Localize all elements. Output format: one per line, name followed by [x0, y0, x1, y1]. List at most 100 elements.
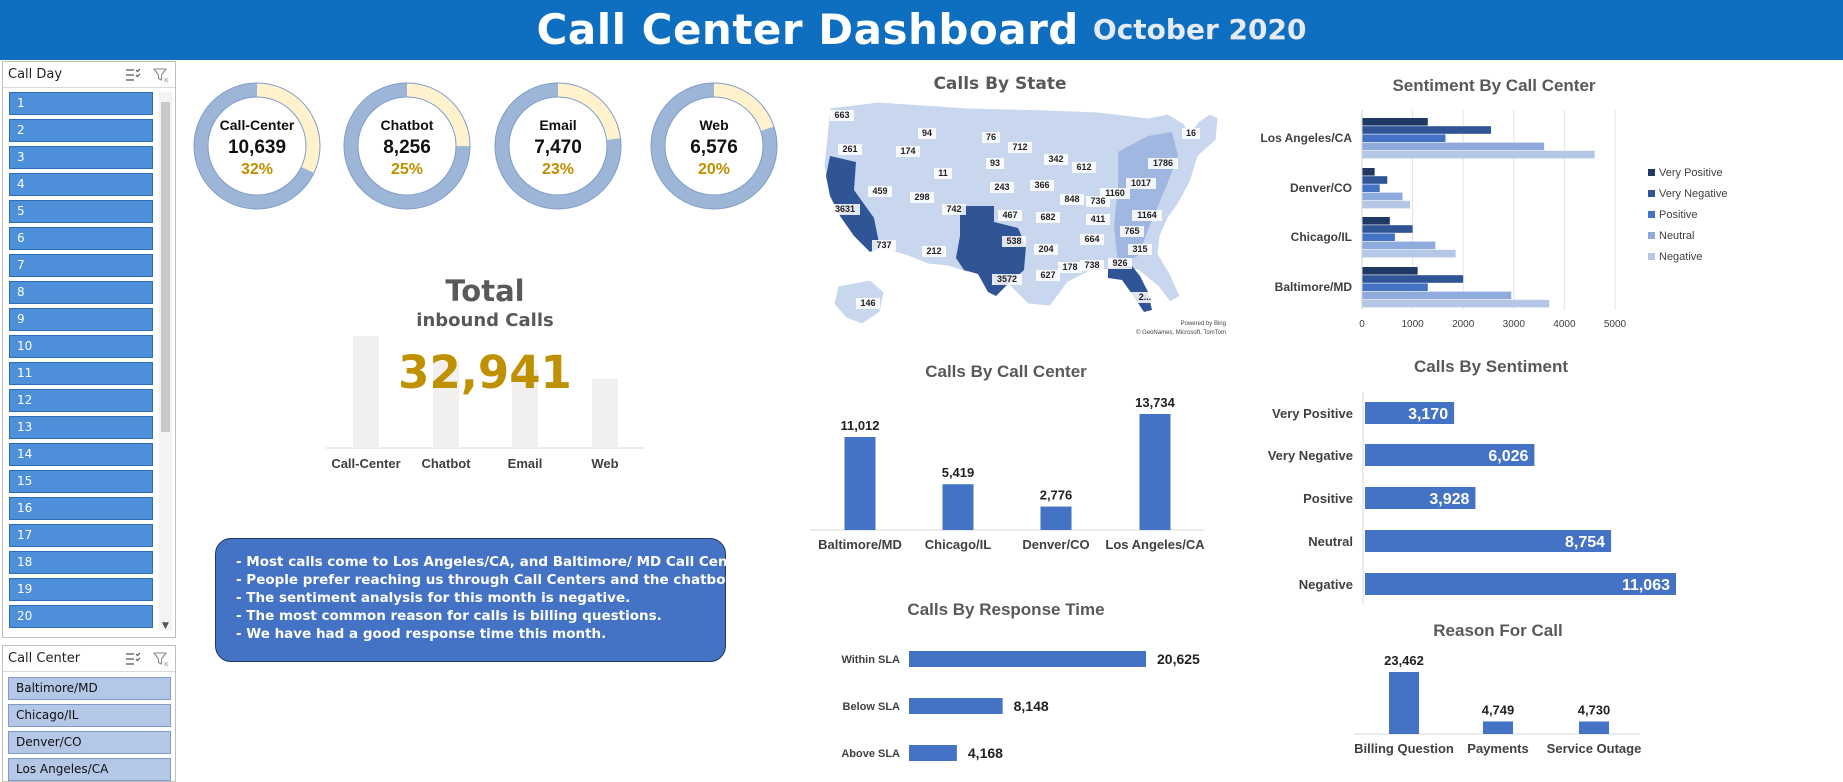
bar — [1365, 530, 1612, 552]
map-label-background — [856, 298, 880, 309]
call-day-item[interactable]: 19 — [9, 578, 153, 601]
map-label-text: 3572 — [997, 274, 1017, 284]
channel-donut: Chatbot 8,256 25% — [342, 81, 472, 211]
bar — [1483, 721, 1513, 734]
call-day-item[interactable]: 1 — [9, 92, 153, 115]
bar — [1362, 192, 1403, 201]
map-state-label: 467 — [998, 210, 1022, 221]
call-day-item[interactable]: 7 — [9, 254, 153, 277]
map-label-background — [1148, 158, 1178, 169]
chart-title: Calls By Call Center — [925, 362, 1087, 381]
map-label-text: 261 — [842, 144, 857, 154]
call-day-item[interactable]: 5 — [9, 200, 153, 223]
call-center-item[interactable]: Los Angeles/CA — [8, 758, 171, 781]
map-label-text: 712 — [1012, 142, 1027, 152]
donut-channel-name: Email — [539, 117, 576, 133]
category-label: Very Negative — [1268, 448, 1353, 463]
category-label: Los Angeles/CA — [1260, 131, 1352, 145]
chart-title: Calls By Sentiment — [1414, 357, 1568, 376]
scrollbar-thumb[interactable] — [161, 102, 170, 432]
channel-bar-label: Email — [508, 456, 543, 470]
category-label: Billing Question — [1354, 741, 1454, 756]
clear-filter-icon[interactable] — [153, 651, 169, 667]
bar — [909, 745, 957, 761]
bar — [1362, 283, 1428, 291]
multi-select-icon[interactable] — [125, 67, 141, 83]
call-day-item[interactable]: 20 — [9, 605, 153, 628]
map-state-label: 742 — [942, 204, 966, 215]
call-day-item[interactable]: 13 — [9, 416, 153, 439]
map-label-text: 538 — [1006, 236, 1021, 246]
bar — [1362, 142, 1545, 151]
call-day-item[interactable]: 3 — [9, 146, 153, 169]
call-center-item[interactable]: Baltimore/MD — [8, 677, 171, 700]
map-label-text: 682 — [1040, 212, 1055, 222]
call-day-item[interactable]: 12 — [9, 389, 153, 412]
total-label: Total — [445, 274, 525, 308]
map-label-background — [1036, 212, 1060, 223]
calls-by-state-map[interactable]: 663 94 76 16 261 174 712 342 1786 11 93 612 3631 459 2… — [818, 96, 1232, 342]
call-day-slicer: Call Day 1 2 3 4 5 6 7 8 9 10 11 12 13 14 15 16 17 18 19 20… — [2, 61, 176, 638]
channel-bar — [433, 361, 459, 448]
map-label-background — [1108, 258, 1132, 269]
donut-channel-value: 7,470 — [534, 137, 582, 158]
bar — [1362, 225, 1413, 233]
bar — [1362, 299, 1550, 308]
map-label-background — [1100, 188, 1130, 199]
donut-channel-name: Call-Center — [220, 117, 295, 133]
call-day-item[interactable]: 11 — [9, 362, 153, 385]
bar — [1365, 573, 1676, 595]
map-label-background — [998, 210, 1022, 221]
channel-bar — [592, 378, 618, 448]
call-day-item[interactable]: 15 — [9, 470, 153, 493]
call-day-item[interactable]: 18 — [9, 551, 153, 574]
donut-outline — [193, 82, 321, 210]
map-label-text: 3631 — [835, 204, 855, 214]
map-label-text: 212 — [926, 246, 941, 256]
call-day-item[interactable]: 16 — [9, 497, 153, 520]
map-label-text: 467 — [1002, 210, 1017, 220]
category-label: Denver/CO — [1022, 537, 1089, 552]
call-center-item[interactable]: Denver/CO — [8, 731, 171, 754]
donut-share-arc — [651, 83, 777, 209]
map-label-text: 459 — [872, 186, 887, 196]
call-day-item[interactable]: 14 — [9, 443, 153, 466]
bar — [1389, 672, 1419, 734]
scroll-down-icon[interactable]: ▼ — [162, 621, 169, 631]
map-state-label: 2... — [1130, 292, 1160, 303]
call-day-item[interactable]: 8 — [9, 281, 153, 304]
multi-select-icon[interactable] — [125, 651, 141, 667]
map-label-text: 612 — [1076, 162, 1091, 172]
call-day-scrollbar[interactable]: ▼ — [159, 92, 172, 631]
donut-channel-pct: 20% — [698, 161, 730, 178]
category-label: Very Positive — [1272, 406, 1353, 421]
bar — [1362, 275, 1464, 283]
call-day-item[interactable]: 2 — [9, 119, 153, 142]
call-day-item[interactable]: 10 — [9, 335, 153, 358]
category-label: Los Angeles/CA — [1105, 537, 1205, 552]
donut-channel-pct: 25% — [391, 161, 423, 178]
call-day-item[interactable]: 17 — [9, 524, 153, 547]
legend-swatch — [1648, 253, 1655, 260]
map-label-text: 174 — [900, 146, 915, 156]
clear-filter-icon[interactable] — [153, 67, 169, 83]
inbound-calls-label: inbound Calls — [416, 310, 554, 331]
map-label-background — [1182, 128, 1200, 139]
map-state-label: 243 — [990, 182, 1014, 193]
bar — [1365, 487, 1476, 509]
call-center-item[interactable]: Chicago/IL — [8, 704, 171, 727]
chart-title: Calls By Response Time — [907, 600, 1104, 619]
bar — [1362, 249, 1456, 258]
x-tick-label: 2000 — [1452, 319, 1475, 330]
call-day-item[interactable]: 6 — [9, 227, 153, 250]
map-label-background — [830, 204, 860, 215]
category-label: Above SLA — [841, 748, 900, 760]
call-day-item[interactable]: 9 — [9, 308, 153, 331]
map-label-text: 178 — [1062, 262, 1077, 272]
map-label-background — [830, 110, 854, 121]
bar — [1362, 150, 1595, 159]
map-label-background — [992, 274, 1022, 285]
call-day-item[interactable]: 4 — [9, 173, 153, 196]
call-center-slicer: Call Center Baltimore/MD Chicago/IL Denver… — [2, 645, 176, 782]
bar-data-label: 3,928 — [1429, 491, 1469, 508]
